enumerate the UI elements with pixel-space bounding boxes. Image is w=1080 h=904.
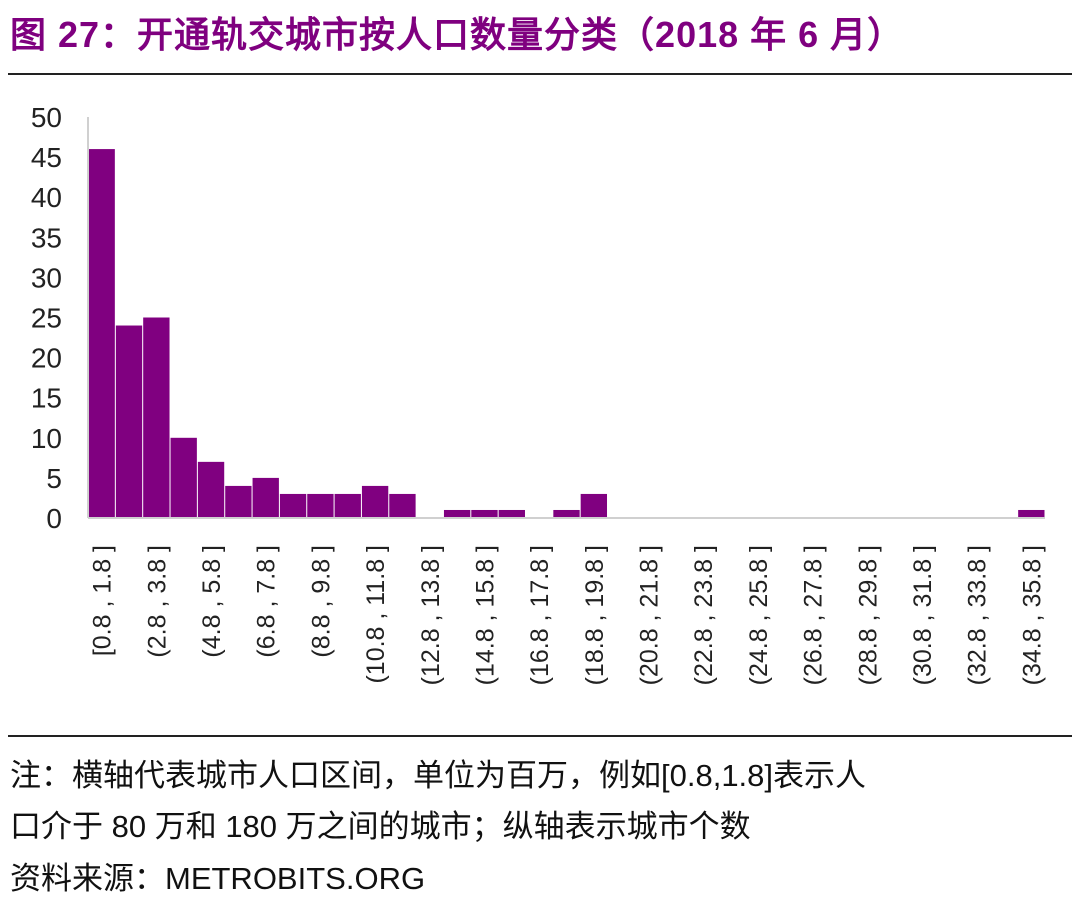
y-tick-label: 20 [31, 343, 62, 374]
bar [334, 493, 361, 518]
bar [553, 509, 580, 518]
bar [307, 493, 334, 518]
x-tick-label: (6.8 , 7.8 ] [253, 545, 281, 658]
bar [443, 509, 471, 518]
bar [1018, 509, 1045, 518]
x-tick-label: [0.8 , 1.8 ] [89, 545, 117, 656]
notes-divider [8, 735, 1072, 737]
note-line-1: 注：横轴代表城市人口区间，单位为百万，例如[0.8,1.8]表示人 [10, 758, 867, 793]
x-tick-label: (8.8 , 9.8 ] [307, 545, 335, 658]
x-tick-label: (10.8 , 11.8 ] [362, 545, 390, 684]
figure-title: 图 27：开通轨交城市按人口数量分类（2018 年 6 月） [10, 14, 905, 55]
histogram-chart: 0 5 10 15 20 25 30 35 40 45 50 [0.8 , 1.8 ] (2.8 , 3… [31, 102, 1046, 685]
bar [498, 509, 525, 518]
bar [225, 485, 252, 518]
y-tick-label: 15 [31, 383, 62, 414]
bar [170, 437, 197, 518]
x-tick-label: (28.8 , 29.8 ] [854, 545, 882, 685]
x-tick-label: (12.8 , 13.8 ] [417, 545, 445, 685]
x-tick-label: (2.8 , 3.8 ] [143, 545, 171, 658]
x-tick-label: (22.8 , 23.8 ] [690, 545, 718, 685]
x-tick-label: (26.8 , 27.8 ] [800, 545, 828, 685]
x-tick-label: (32.8 , 33.8 ] [964, 545, 992, 685]
note-line-2: 口介于 80 万和 180 万之间的城市；纵轴表示城市个数 [10, 809, 751, 844]
bar [389, 493, 416, 518]
y-tick-label: 40 [31, 182, 62, 213]
bar [471, 509, 498, 518]
x-tick-label: (30.8 , 31.8 ] [909, 545, 937, 685]
bar [197, 461, 225, 518]
y-tick-label: 35 [31, 222, 62, 253]
x-tick-label: (20.8 , 21.8 ] [636, 545, 664, 685]
bar [115, 325, 143, 518]
bar [279, 493, 307, 518]
bar [580, 493, 608, 518]
x-tick-label: (18.8 , 19.8 ] [581, 545, 609, 685]
y-tick-label: 0 [46, 503, 62, 534]
y-tick-label: 50 [31, 102, 62, 133]
y-tick-label: 30 [31, 262, 62, 293]
bar [361, 485, 389, 518]
bar [252, 477, 279, 518]
y-tick-label: 5 [46, 463, 62, 494]
y-tick-label: 10 [31, 423, 62, 454]
bar [88, 149, 115, 518]
source-note: 资料来源：METROBITS.ORG [10, 861, 426, 896]
y-tick-label: 25 [31, 303, 62, 334]
x-tick-label: (16.8 , 17.8 ] [526, 545, 554, 685]
bar [143, 317, 170, 518]
x-tick-label: (34.8 , 35.8 ] [1018, 545, 1046, 685]
y-tick-label: 45 [31, 142, 62, 173]
x-tick-label: (24.8 , 25.8 ] [745, 545, 773, 685]
x-tick-label: (14.8 , 15.8 ] [471, 545, 499, 685]
x-tick-label: (4.8 , 5.8 ] [198, 545, 226, 658]
title-divider [8, 73, 1072, 75]
